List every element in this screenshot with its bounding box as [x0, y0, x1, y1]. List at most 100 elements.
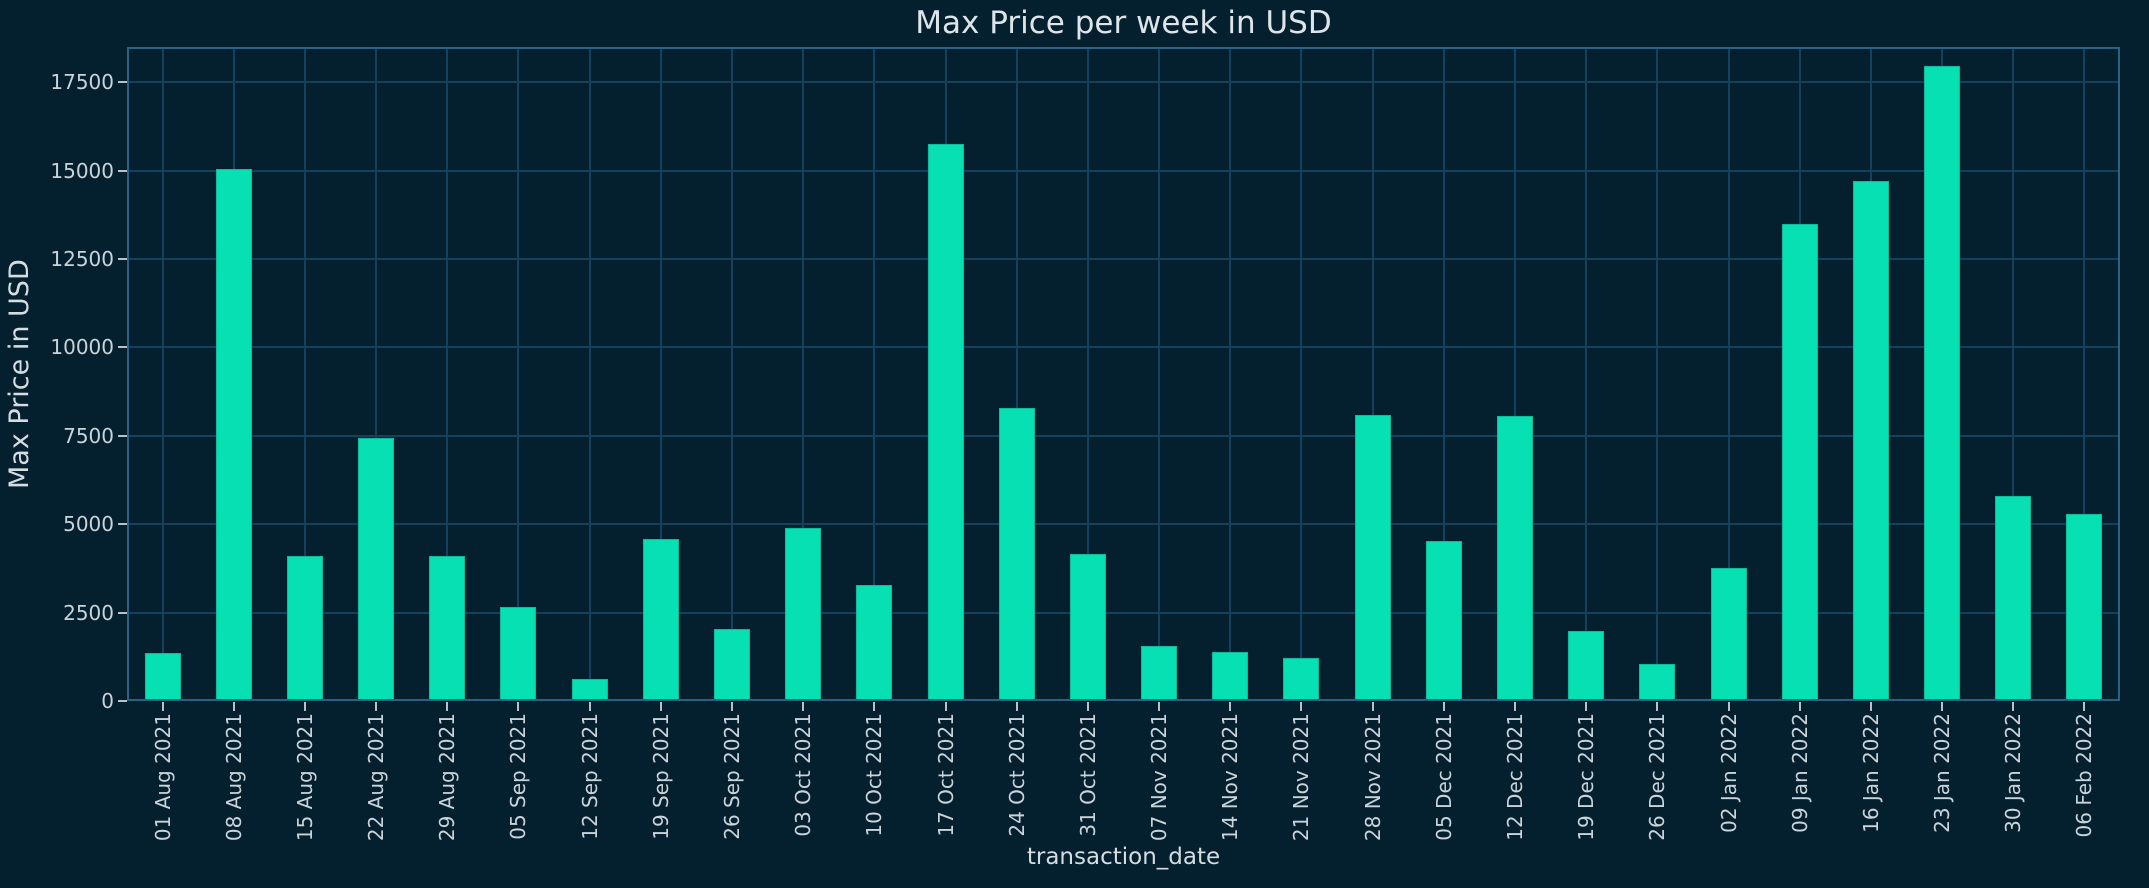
y-gridline	[127, 258, 2120, 261]
y-tick-label: 2500	[63, 600, 114, 625]
x-tick-label-text: 28 Nov 2021	[1360, 713, 1385, 842]
x-tick-mark	[588, 702, 591, 711]
x-gridline	[873, 47, 876, 701]
x-tick-mark	[731, 702, 734, 711]
y-gridline	[127, 523, 2120, 526]
x-gridline	[1300, 47, 1303, 701]
bar	[642, 539, 679, 701]
bar	[714, 629, 751, 701]
y-tick-mark	[118, 523, 127, 526]
x-gridline	[1158, 47, 1161, 701]
x-tick-mark	[659, 702, 662, 711]
bar	[1354, 415, 1391, 701]
y-gridline	[127, 611, 2120, 614]
bar	[429, 556, 466, 701]
x-tick-mark	[161, 702, 164, 711]
x-gridline	[731, 47, 734, 701]
x-tick-mark	[1513, 702, 1516, 711]
x-tick-label: 06 Feb 2022	[2072, 713, 2149, 837]
bar	[144, 653, 181, 701]
x-gridline	[1727, 47, 1730, 701]
x-tick-label-text: 29 Aug 2021	[435, 713, 460, 842]
x-tick-mark	[232, 702, 235, 711]
x-tick-mark	[375, 702, 378, 711]
x-gridline	[1371, 47, 1374, 701]
y-tick-mark	[118, 700, 127, 702]
x-tick-label-text: 12 Sep 2021	[577, 713, 602, 840]
y-tick-label: 17500	[50, 70, 114, 95]
x-tick-label-text: 15 Aug 2021	[292, 713, 317, 842]
y-tick-mark	[118, 611, 127, 614]
bar	[1283, 658, 1320, 701]
x-tick-label-text: 09 Jan 2022	[1787, 713, 1812, 833]
x-gridline	[446, 47, 449, 701]
x-tick-mark	[873, 702, 876, 711]
x-tick-mark	[1656, 702, 1659, 711]
y-tick-mark	[118, 258, 127, 261]
bar	[1781, 224, 1818, 701]
x-tick-mark	[2083, 702, 2086, 711]
x-tick-label-text: 10 Oct 2021	[862, 713, 887, 837]
x-tick-label-text: 16 Jan 2022	[1858, 713, 1883, 833]
x-gridline	[2083, 47, 2086, 701]
x-tick-mark	[303, 702, 306, 711]
bar	[215, 169, 252, 701]
x-gridline	[1442, 47, 1445, 701]
x-tick-label-text: 19 Sep 2021	[648, 713, 673, 840]
y-tick-label: 15000	[50, 158, 114, 183]
bar	[927, 144, 964, 701]
x-tick-label-text: 17 Oct 2021	[933, 713, 958, 837]
x-tick-label-text: 02 Jan 2022	[1716, 713, 1741, 833]
y-gridline	[127, 81, 2120, 84]
x-gridline	[1656, 47, 1659, 701]
bar	[1568, 631, 1605, 701]
y-tick-mark	[118, 169, 127, 172]
x-tick-label-text: 05 Sep 2021	[506, 713, 531, 840]
bar	[1496, 416, 1533, 701]
x-tick-mark	[1869, 702, 1872, 711]
bar	[1639, 664, 1676, 701]
x-gridline	[161, 47, 164, 701]
x-gridline	[588, 47, 591, 701]
y-gridline	[127, 434, 2120, 437]
x-axis-label: transaction_date	[1026, 844, 1221, 870]
x-tick-label-text: 14 Nov 2021	[1218, 713, 1243, 842]
bar	[1995, 496, 2032, 701]
x-tick-mark	[1158, 702, 1161, 711]
x-tick-label-text: 24 Oct 2021	[1004, 713, 1029, 837]
bar	[500, 607, 537, 701]
y-gridline	[127, 346, 2120, 349]
x-tick-mark	[802, 702, 805, 711]
x-gridline	[802, 47, 805, 701]
x-tick-label-text: 08 Aug 2021	[221, 713, 246, 842]
x-tick-label-text: 26 Dec 2021	[1645, 713, 1670, 841]
bar	[856, 585, 893, 701]
bar	[2066, 514, 2103, 701]
x-gridline	[1015, 47, 1018, 701]
x-gridline	[517, 47, 520, 701]
x-tick-label-text: 23 Jan 2022	[1930, 713, 1955, 833]
chart-title: Max Price per week in USD	[915, 5, 1332, 41]
x-gridline	[2012, 47, 2015, 701]
x-tick-mark	[1229, 702, 1232, 711]
x-tick-label-text: 21 Nov 2021	[1289, 713, 1314, 842]
x-gridline	[303, 47, 306, 701]
bar	[998, 408, 1035, 701]
y-tick-mark	[118, 81, 127, 84]
x-tick-mark	[1086, 702, 1089, 711]
x-tick-mark	[1727, 702, 1730, 711]
bar	[1069, 554, 1106, 701]
x-tick-mark	[1798, 702, 1801, 711]
x-gridline	[375, 47, 378, 701]
x-tick-label-text: 07 Nov 2021	[1147, 713, 1172, 842]
bar	[1710, 568, 1747, 701]
plot-area	[127, 47, 2120, 701]
x-tick-label-text: 19 Dec 2021	[1574, 713, 1599, 841]
x-tick-label-text: 01 Aug 2021	[150, 713, 175, 842]
x-tick-label-text: 31 Oct 2021	[1075, 713, 1100, 837]
y-tick-label: 5000	[63, 512, 114, 537]
bar	[358, 438, 395, 701]
bar	[571, 679, 608, 701]
x-tick-mark	[1015, 702, 1018, 711]
